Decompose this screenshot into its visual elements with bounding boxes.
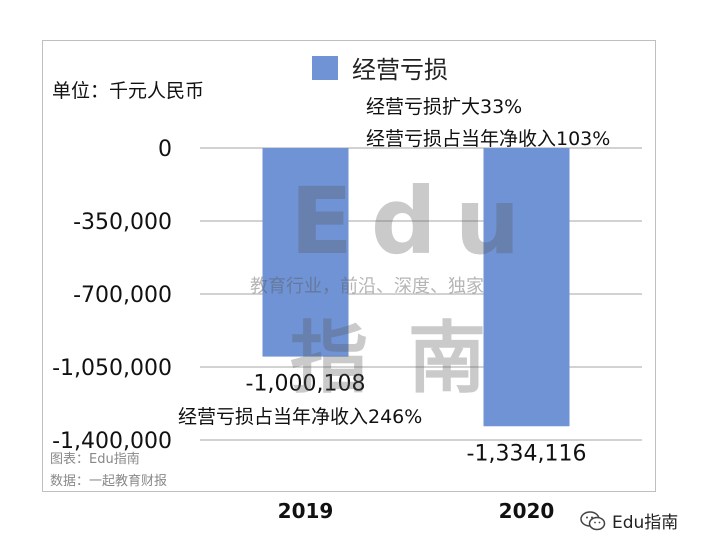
wechat-icon	[580, 510, 606, 530]
chart-credit: 图表：Edu指南	[50, 452, 140, 467]
chart-frame	[42, 40, 656, 492]
logo-text: Edu指南	[612, 513, 679, 533]
x-category-label: 2020	[499, 499, 555, 523]
y-tick-label: -350,000	[73, 210, 172, 235]
bar	[483, 148, 570, 427]
y-tick-label: -1,050,000	[52, 356, 172, 381]
x-category-label: 2019	[278, 499, 334, 523]
data-credit: 数据：一起教育财报	[50, 474, 168, 489]
y-tick-label: -700,000	[73, 283, 172, 308]
legend-label: 经营亏损	[352, 56, 448, 84]
annotation-2020-ratio: 经营亏损占当年净收入103%	[366, 128, 611, 150]
y-tick-label: 0	[158, 137, 172, 162]
y-tick-label: -1,400,000	[52, 429, 172, 454]
annotation-2020-increase: 经营亏损扩大33%	[366, 96, 523, 118]
unit-label: 单位：千元人民币	[52, 80, 205, 102]
legend-swatch	[312, 55, 338, 80]
brand-logo: Edu指南	[580, 508, 678, 533]
bar	[262, 148, 349, 357]
watermark-zhinan: 指南	[290, 314, 527, 404]
legend: 经营亏损	[312, 50, 448, 85]
watermark-edu: Edu	[290, 168, 539, 275]
data-label: -1,000,108	[246, 372, 366, 397]
watermark-tagline: 教育行业，前沿、深度、独家	[250, 276, 484, 297]
annotation-2019-ratio: 经营亏损占当年净收入246%	[178, 406, 423, 428]
data-label: -1,334,116	[467, 441, 587, 466]
